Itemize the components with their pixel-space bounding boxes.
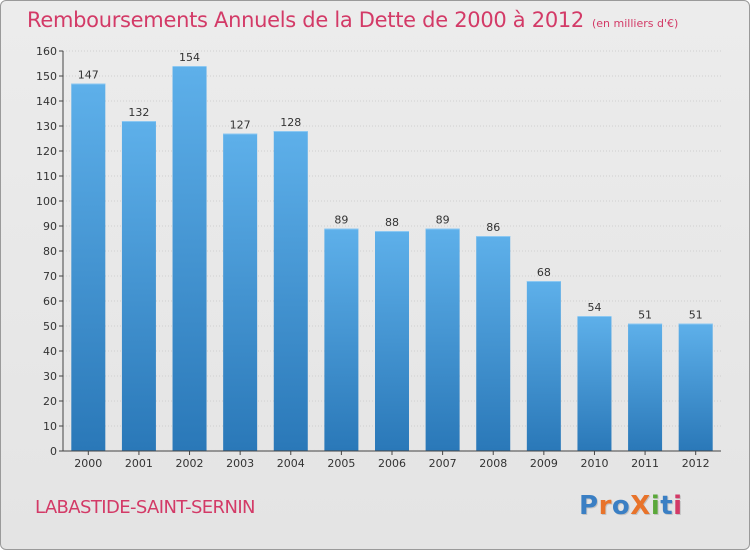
y-tick-label: 80 [43,245,57,258]
bar-2003 [223,133,258,451]
y-tick-label: 160 [36,45,57,58]
x-tick-label: 2008 [479,457,507,470]
x-tick-label: 2006 [378,457,406,470]
logo-letter: i [673,491,683,521]
bar-2005 [324,228,359,451]
x-tick-label: 2012 [682,457,710,470]
logo-letter: o [611,491,631,521]
x-tick-label: 2001 [125,457,153,470]
proxiti-logo: ProXiti [579,491,683,521]
chart-title-text: Remboursements Annuels de la Dette de 20… [27,8,584,32]
bars: 147 132 154 127 128 89 88 89 86 68 54 51 51 [71,51,713,451]
data-label: 89 [436,214,450,227]
x-tick-label: 2011 [631,457,659,470]
x-tick-label: 2010 [580,457,608,470]
bar-2009 [526,281,561,451]
bar-2000 [71,83,106,451]
x-tick-label: 2009 [530,457,558,470]
bar-2007 [425,228,460,451]
x-tick-label: 2000 [74,457,102,470]
bar-2008 [476,236,511,451]
bar-2011 [628,323,663,451]
y-tick-label: 130 [36,120,57,133]
data-label: 132 [128,106,149,119]
bar-2002 [172,66,207,451]
data-label: 51 [689,309,703,322]
data-label: 127 [230,119,251,132]
data-label: 128 [280,116,301,129]
y-tick-label: 90 [43,220,57,233]
y-tick-label: 0 [50,445,57,458]
x-tick-label: 2003 [226,457,254,470]
bar-2004 [273,131,308,451]
y-tick-label: 20 [43,395,57,408]
y-tick-label: 30 [43,370,57,383]
data-label: 68 [537,266,551,279]
y-tick-label: 40 [43,345,57,358]
logo-letter: P [579,491,599,521]
x-tick-label: 2004 [277,457,305,470]
data-label: 147 [78,69,99,82]
data-label: 88 [385,216,399,229]
y-tick-label: 120 [36,145,57,158]
y-tick-label: 50 [43,320,57,333]
y-tick-label: 70 [43,270,57,283]
bar-2012 [678,323,713,451]
data-label: 54 [587,301,601,314]
x-tick-label: 2007 [429,457,457,470]
x-tick-label: 2002 [176,457,204,470]
chart-unit: (en milliers d'€) [592,17,679,30]
data-label: 154 [179,51,200,64]
chart-title: Remboursements Annuels de la Dette de 20… [27,8,678,32]
y-tick-label: 60 [43,295,57,308]
data-label: 51 [638,309,652,322]
y-tick-label: 100 [36,195,57,208]
bar-2006 [375,231,409,451]
logo-letter: i [650,491,661,521]
y-tick-label: 140 [36,95,57,108]
axes: 0 10 20 30 40 50 60 70 80 90 100 110 120 130 140 150 160… [36,45,721,470]
data-label: 89 [334,214,348,227]
bar-2001 [121,121,156,451]
y-tick-label: 10 [43,420,57,433]
commune-name: LABASTIDE-SAINT-SERNIN [35,497,256,518]
y-tick-label: 150 [36,70,57,83]
logo-letter: r [598,491,612,521]
x-tick-label: 2005 [327,457,355,470]
logo-letter: X [630,491,651,521]
data-label: 86 [486,221,500,234]
bar-2010 [577,316,612,451]
y-tick-label: 110 [36,170,57,183]
logo-letter: t [660,491,674,521]
